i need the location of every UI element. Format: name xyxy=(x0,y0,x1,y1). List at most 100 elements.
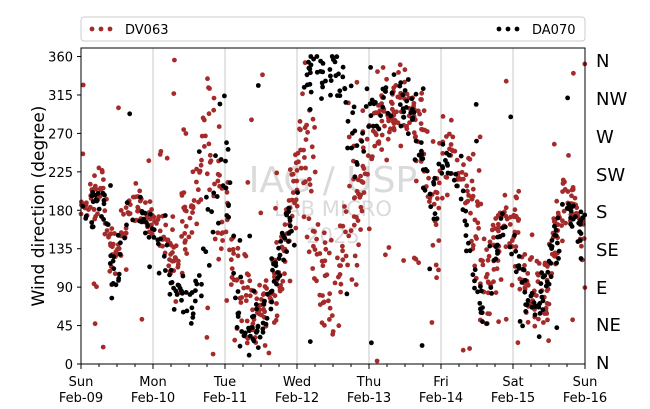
point-DV063 xyxy=(397,62,403,68)
point-DA070 xyxy=(472,278,477,284)
point-DV063 xyxy=(243,293,249,298)
point-DA070 xyxy=(253,302,259,307)
point-DV063 xyxy=(156,214,162,220)
direction-label-8: N xyxy=(596,51,609,72)
point-DV063 xyxy=(343,209,349,215)
point-DA070 xyxy=(247,233,253,239)
point-DV063 xyxy=(212,236,218,242)
point-DV063 xyxy=(260,72,265,78)
point-DV063 xyxy=(245,180,251,185)
point-DV063 xyxy=(348,228,354,234)
point-DA070 xyxy=(93,192,98,198)
legend-label: DV063 xyxy=(125,23,169,38)
point-DV063 xyxy=(347,183,352,189)
point-DV063 xyxy=(250,307,255,313)
point-DV063 xyxy=(465,188,470,194)
point-DA070 xyxy=(109,295,115,301)
point-DV063 xyxy=(154,221,159,226)
point-DV063 xyxy=(389,106,395,112)
point-DV063 xyxy=(391,125,397,131)
point-DA070 xyxy=(226,203,231,209)
point-DV063 xyxy=(450,134,456,140)
point-DA070 xyxy=(237,343,243,349)
point-DV063 xyxy=(383,252,388,258)
point-DV063 xyxy=(329,313,335,318)
legend-marker xyxy=(107,26,113,32)
point-DV063 xyxy=(559,223,564,228)
y-tick-label-3: 135 xyxy=(48,243,73,258)
point-DV063 xyxy=(490,222,496,228)
point-DA070 xyxy=(409,96,415,102)
point-DA070 xyxy=(569,204,575,210)
point-DV063 xyxy=(454,157,460,163)
point-DV063 xyxy=(315,222,321,227)
point-DV063 xyxy=(370,128,376,134)
x-tick-weekday-2: Tue xyxy=(213,375,236,390)
point-DV063 xyxy=(448,117,454,123)
point-DA070 xyxy=(254,306,259,312)
point-DV063 xyxy=(463,200,468,206)
point-DV063 xyxy=(535,271,540,276)
point-DV063 xyxy=(235,253,241,259)
point-DV063 xyxy=(354,79,360,85)
point-DA070 xyxy=(545,269,551,275)
point-DA070 xyxy=(539,294,545,300)
point-DA070 xyxy=(231,270,237,276)
point-DV063 xyxy=(184,251,190,256)
point-DV063 xyxy=(87,181,93,187)
point-DV063 xyxy=(434,190,440,196)
point-DV063 xyxy=(345,262,350,268)
point-DA070 xyxy=(340,64,346,70)
point-DV063 xyxy=(503,78,509,84)
point-DA070 xyxy=(271,261,276,267)
point-DV063 xyxy=(382,123,387,129)
point-DV063 xyxy=(210,351,216,357)
point-DA070 xyxy=(295,190,300,196)
point-DV063 xyxy=(358,204,364,210)
point-DA070 xyxy=(513,269,519,275)
point-DV063 xyxy=(130,194,136,200)
point-DV063 xyxy=(290,171,296,177)
point-DA070 xyxy=(263,321,269,327)
point-DV063 xyxy=(244,318,250,324)
point-DA070 xyxy=(462,218,468,224)
point-DA070 xyxy=(460,207,466,213)
point-DV063 xyxy=(92,321,98,327)
point-DA070 xyxy=(444,161,450,167)
point-DA070 xyxy=(111,254,117,260)
point-DV063 xyxy=(175,258,181,264)
point-DA070 xyxy=(493,256,499,262)
point-DA070 xyxy=(529,290,535,296)
point-DV063 xyxy=(327,291,333,297)
x-tick-weekday-6: Sat xyxy=(502,375,523,390)
point-DA070 xyxy=(539,270,544,275)
point-DV063 xyxy=(215,178,221,184)
point-DA070 xyxy=(342,86,348,92)
point-DA070 xyxy=(115,232,121,238)
point-DV063 xyxy=(433,262,439,268)
point-DV063 xyxy=(373,132,379,138)
point-DV063 xyxy=(189,230,195,235)
point-DA070 xyxy=(418,140,424,146)
point-DA070 xyxy=(361,149,367,154)
point-DA070 xyxy=(451,177,457,183)
point-DV063 xyxy=(302,155,307,160)
point-DA070 xyxy=(96,206,102,212)
point-DV063 xyxy=(413,256,419,262)
point-DA070 xyxy=(556,248,562,254)
point-DA070 xyxy=(337,88,343,94)
point-DV063 xyxy=(301,180,306,186)
point-DA070 xyxy=(206,263,212,268)
point-DV063 xyxy=(570,317,575,323)
point-DA070 xyxy=(286,239,291,244)
point-DV063 xyxy=(322,322,327,328)
point-DA070 xyxy=(500,225,506,231)
point-DV063 xyxy=(563,220,568,226)
direction-label-5: SW xyxy=(596,165,625,186)
point-DA070 xyxy=(282,235,288,241)
point-DV063 xyxy=(380,65,386,70)
point-DA070 xyxy=(234,325,240,330)
point-DA070 xyxy=(176,283,182,289)
point-DA070 xyxy=(413,91,419,97)
legend-label: DA070 xyxy=(532,23,576,38)
